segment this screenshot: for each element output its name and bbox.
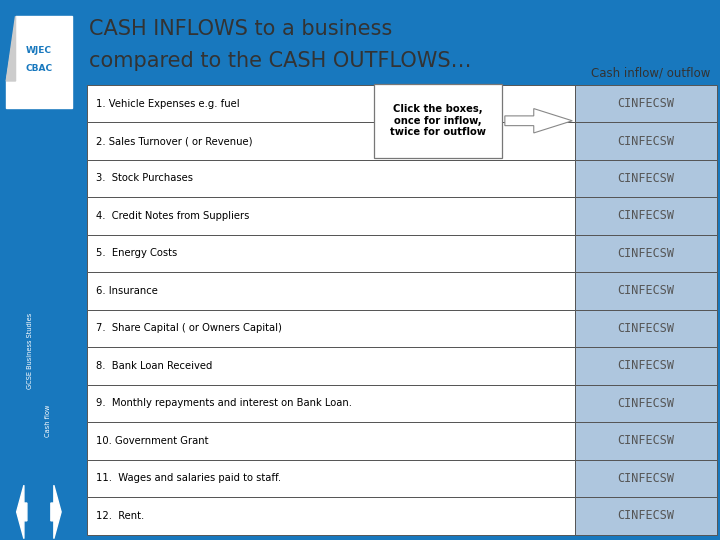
Bar xyxy=(87,85,575,122)
Text: WJEC: WJEC xyxy=(26,46,52,55)
Bar xyxy=(575,235,717,272)
Text: GCSE Business Studies: GCSE Business Studies xyxy=(27,313,32,389)
Text: CBAC: CBAC xyxy=(25,64,53,73)
Bar xyxy=(87,347,575,384)
Polygon shape xyxy=(51,485,61,539)
Bar xyxy=(87,422,575,460)
Bar xyxy=(575,347,717,384)
Bar xyxy=(575,160,717,197)
Text: 11.  Wages and salaries paid to staff.: 11. Wages and salaries paid to staff. xyxy=(96,474,281,483)
Text: CINFECSW: CINFECSW xyxy=(618,210,675,222)
Text: CASH INFLOWS to a business: CASH INFLOWS to a business xyxy=(89,19,392,39)
Bar xyxy=(575,197,717,235)
Bar xyxy=(87,122,575,160)
Text: CINFECSW: CINFECSW xyxy=(618,97,675,110)
Text: 7.  Share Capital ( or Owners Capital): 7. Share Capital ( or Owners Capital) xyxy=(96,323,282,333)
Bar xyxy=(87,235,575,272)
Text: Cash inflow/ outflow: Cash inflow/ outflow xyxy=(591,66,711,79)
Text: 1. Vehicle Expenses e.g. fuel: 1. Vehicle Expenses e.g. fuel xyxy=(96,98,239,109)
Text: Click the boxes,
once for inflow,
twice for outflow: Click the boxes, once for inflow, twice … xyxy=(390,104,486,137)
Text: CINFECSW: CINFECSW xyxy=(618,247,675,260)
Text: CINFECSW: CINFECSW xyxy=(618,172,675,185)
Bar xyxy=(87,160,575,197)
Polygon shape xyxy=(6,16,71,108)
Bar xyxy=(575,272,717,310)
Bar xyxy=(575,497,717,535)
Bar xyxy=(87,497,575,535)
Text: 3.  Stock Purchases: 3. Stock Purchases xyxy=(96,173,193,184)
Text: CINFECSW: CINFECSW xyxy=(618,360,675,373)
Text: 4.  Credit Notes from Suppliers: 4. Credit Notes from Suppliers xyxy=(96,211,249,221)
Bar xyxy=(87,272,575,310)
Bar xyxy=(575,384,717,422)
Text: compared to the CASH OUTFLOWS…: compared to the CASH OUTFLOWS… xyxy=(89,51,472,71)
Bar xyxy=(87,384,575,422)
Polygon shape xyxy=(505,109,572,133)
Bar xyxy=(87,309,575,347)
Bar xyxy=(374,84,502,158)
Bar xyxy=(87,197,575,235)
Text: 10. Government Grant: 10. Government Grant xyxy=(96,436,208,446)
Text: CINFECSW: CINFECSW xyxy=(618,434,675,447)
Text: CINFECSW: CINFECSW xyxy=(618,134,675,147)
Text: 6. Insurance: 6. Insurance xyxy=(96,286,158,296)
Text: 8.  Bank Loan Received: 8. Bank Loan Received xyxy=(96,361,212,371)
Bar xyxy=(575,85,717,122)
Bar xyxy=(575,122,717,160)
Polygon shape xyxy=(17,485,27,539)
Text: 12.  Rent.: 12. Rent. xyxy=(96,511,144,521)
Text: 9.  Monthly repayments and interest on Bank Loan.: 9. Monthly repayments and interest on Ba… xyxy=(96,399,352,408)
Text: CINFECSW: CINFECSW xyxy=(618,472,675,485)
Bar xyxy=(87,460,575,497)
Text: 5.  Energy Costs: 5. Energy Costs xyxy=(96,248,177,259)
Text: 2. Sales Turnover ( or Revenue): 2. Sales Turnover ( or Revenue) xyxy=(96,136,252,146)
Bar xyxy=(575,309,717,347)
Text: CINFECSW: CINFECSW xyxy=(618,285,675,298)
Text: CINFECSW: CINFECSW xyxy=(618,322,675,335)
Text: CINFECSW: CINFECSW xyxy=(618,509,675,522)
Bar xyxy=(575,460,717,497)
Text: CINFECSW: CINFECSW xyxy=(618,397,675,410)
Text: Cash flow: Cash flow xyxy=(45,405,51,437)
Polygon shape xyxy=(6,16,16,81)
Bar xyxy=(575,422,717,460)
